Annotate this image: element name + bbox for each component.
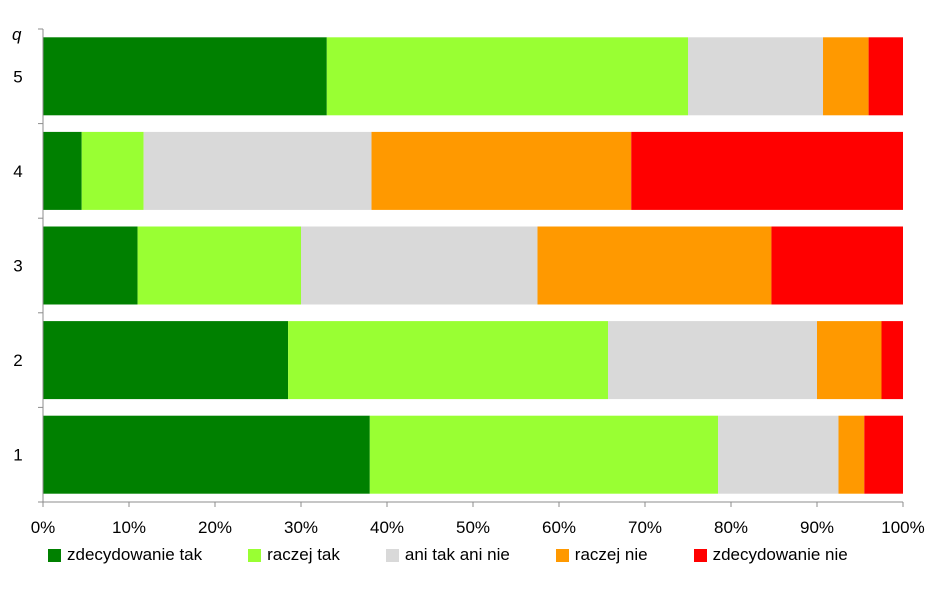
x-tick-label: 50% <box>456 518 490 537</box>
bar-segment-q5-series-1 <box>43 37 327 116</box>
bar-segment-q1-series-5 <box>864 415 903 494</box>
bar-segment-q3-series-4 <box>537 226 772 305</box>
legend-label: raczej nie <box>574 545 648 564</box>
category-label: 1 <box>13 446 22 465</box>
bar-segment-q1-series-4 <box>838 415 865 494</box>
legend-swatch <box>248 548 262 562</box>
bar-segment-q4-series-5 <box>631 131 903 210</box>
bar-segment-q4-series-1 <box>43 131 82 210</box>
bar-segment-q1-series-3 <box>718 415 839 494</box>
bar-segment-q5-series-5 <box>868 37 903 116</box>
bar-segment-q5-series-3 <box>688 37 824 116</box>
x-tick-label: 40% <box>370 518 404 537</box>
bar-segment-q3-series-1 <box>43 226 138 305</box>
legend-label: zdecydowanie tak <box>67 545 203 564</box>
category-label: 5 <box>13 67 22 86</box>
x-tick-label: 80% <box>714 518 748 537</box>
legend-swatch <box>48 548 61 562</box>
bar-segment-q4-series-2 <box>81 131 144 210</box>
axes-group <box>38 28 904 507</box>
legend-item: zdecydowanie nie <box>693 545 848 565</box>
legend-item: zdecydowanie tak <box>48 545 202 565</box>
x-tick-label: 100% <box>881 518 924 537</box>
legend-label: raczej tak <box>267 545 340 564</box>
bar-segment-q2-series-2 <box>288 321 609 400</box>
bar-segment-q2-series-4 <box>817 321 882 400</box>
bar-segment-q2-series-3 <box>608 321 817 400</box>
x-tick-label: 70% <box>628 518 662 537</box>
legend-swatch <box>555 548 569 562</box>
legend-label: zdecydowanie nie <box>712 545 848 564</box>
x-tick-label: 60% <box>542 518 576 537</box>
bar-segment-q2-series-1 <box>43 321 289 400</box>
legend-item: ani tak ani nie <box>385 545 510 565</box>
x-tick-label: 30% <box>284 518 318 537</box>
category-label: 2 <box>13 351 22 370</box>
bar-segment-q4-series-3 <box>143 131 372 210</box>
bars-group <box>43 37 903 494</box>
bar-segment-q3-series-2 <box>137 226 301 305</box>
bar-segment-q1-series-2 <box>369 415 719 494</box>
bar-segment-q5-series-4 <box>823 37 869 116</box>
y-axis-title: q <box>12 25 22 44</box>
x-tick-label: 90% <box>800 518 834 537</box>
bar-segment-q2-series-5 <box>881 321 903 400</box>
bar-segment-q4-series-4 <box>371 131 632 210</box>
bar-segment-q1-series-1 <box>43 415 370 494</box>
bar-segment-q5-series-2 <box>326 37 688 116</box>
legend: zdecydowanie tak raczej tak ani tak ani ni… <box>48 543 848 567</box>
bar-segment-q3-series-3 <box>301 226 538 305</box>
legend-item: raczej nie <box>555 545 648 565</box>
bar-segment-q3-series-5 <box>771 226 903 305</box>
x-tick-label: 10% <box>112 518 146 537</box>
legend-label: ani tak ani nie <box>404 545 510 564</box>
category-label: 3 <box>13 257 22 276</box>
legend-swatch <box>385 548 399 562</box>
x-tick-label: 0% <box>31 518 56 537</box>
x-tick-label: 20% <box>198 518 232 537</box>
legend-item: raczej tak <box>248 545 340 565</box>
category-label: 4 <box>13 162 22 181</box>
legend-swatch <box>693 548 707 562</box>
